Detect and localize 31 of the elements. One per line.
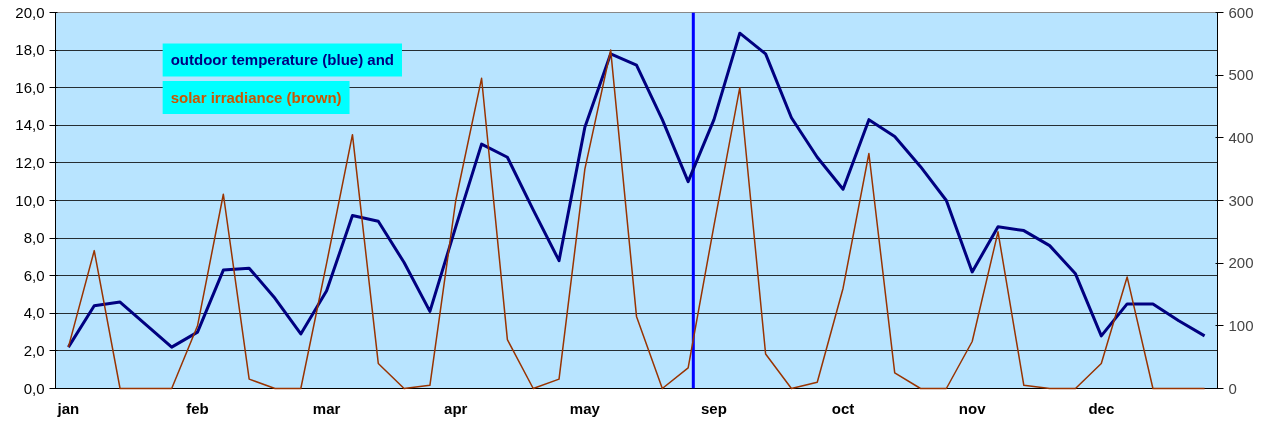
y-tick-label: 12,0 [15,153,45,171]
x-tick-label: nov [958,399,987,417]
line-series [66,31,1207,349]
annotation: outdoor temperature (blue) and [170,51,395,69]
y-tick-label: 18,0 [15,41,45,59]
y2-tick-label: 500 [1228,66,1254,84]
y-tick-label: 0,0 [23,379,45,397]
annotation: solar irradiance (brown) [170,89,342,107]
y-tick-label: 4,0 [23,304,45,322]
y-tick-label: 8,0 [23,229,45,247]
y2-tick-label: 100 [1228,316,1254,334]
x-tick-label: mar [312,399,341,417]
y-tick-label: 20,0 [15,3,45,21]
y-tick-label: 6,0 [23,266,45,284]
y-tick-label: 10,0 [15,191,45,209]
line-series [67,49,1206,390]
x-tick-label: jan [56,399,80,417]
x-tick-label: may [569,399,601,417]
y-tick-label: 16,0 [15,78,45,96]
y2-tick-label: 600 [1228,3,1254,21]
x-tick-label: sep [701,399,727,417]
y2-tick-label: 300 [1228,191,1254,209]
y2-tick-label: 400 [1228,128,1254,146]
y2-tick-label: 0 [1228,379,1237,397]
y-tick-label: 14,0 [15,116,45,134]
x-tick-label: feb [186,399,209,417]
y-tick-label: 2,0 [23,341,45,359]
x-tick-label: dec [1088,399,1115,417]
y2-tick-label: 200 [1228,254,1254,272]
x-tick-label: apr [444,399,468,417]
x-tick-label: oct [831,399,855,417]
